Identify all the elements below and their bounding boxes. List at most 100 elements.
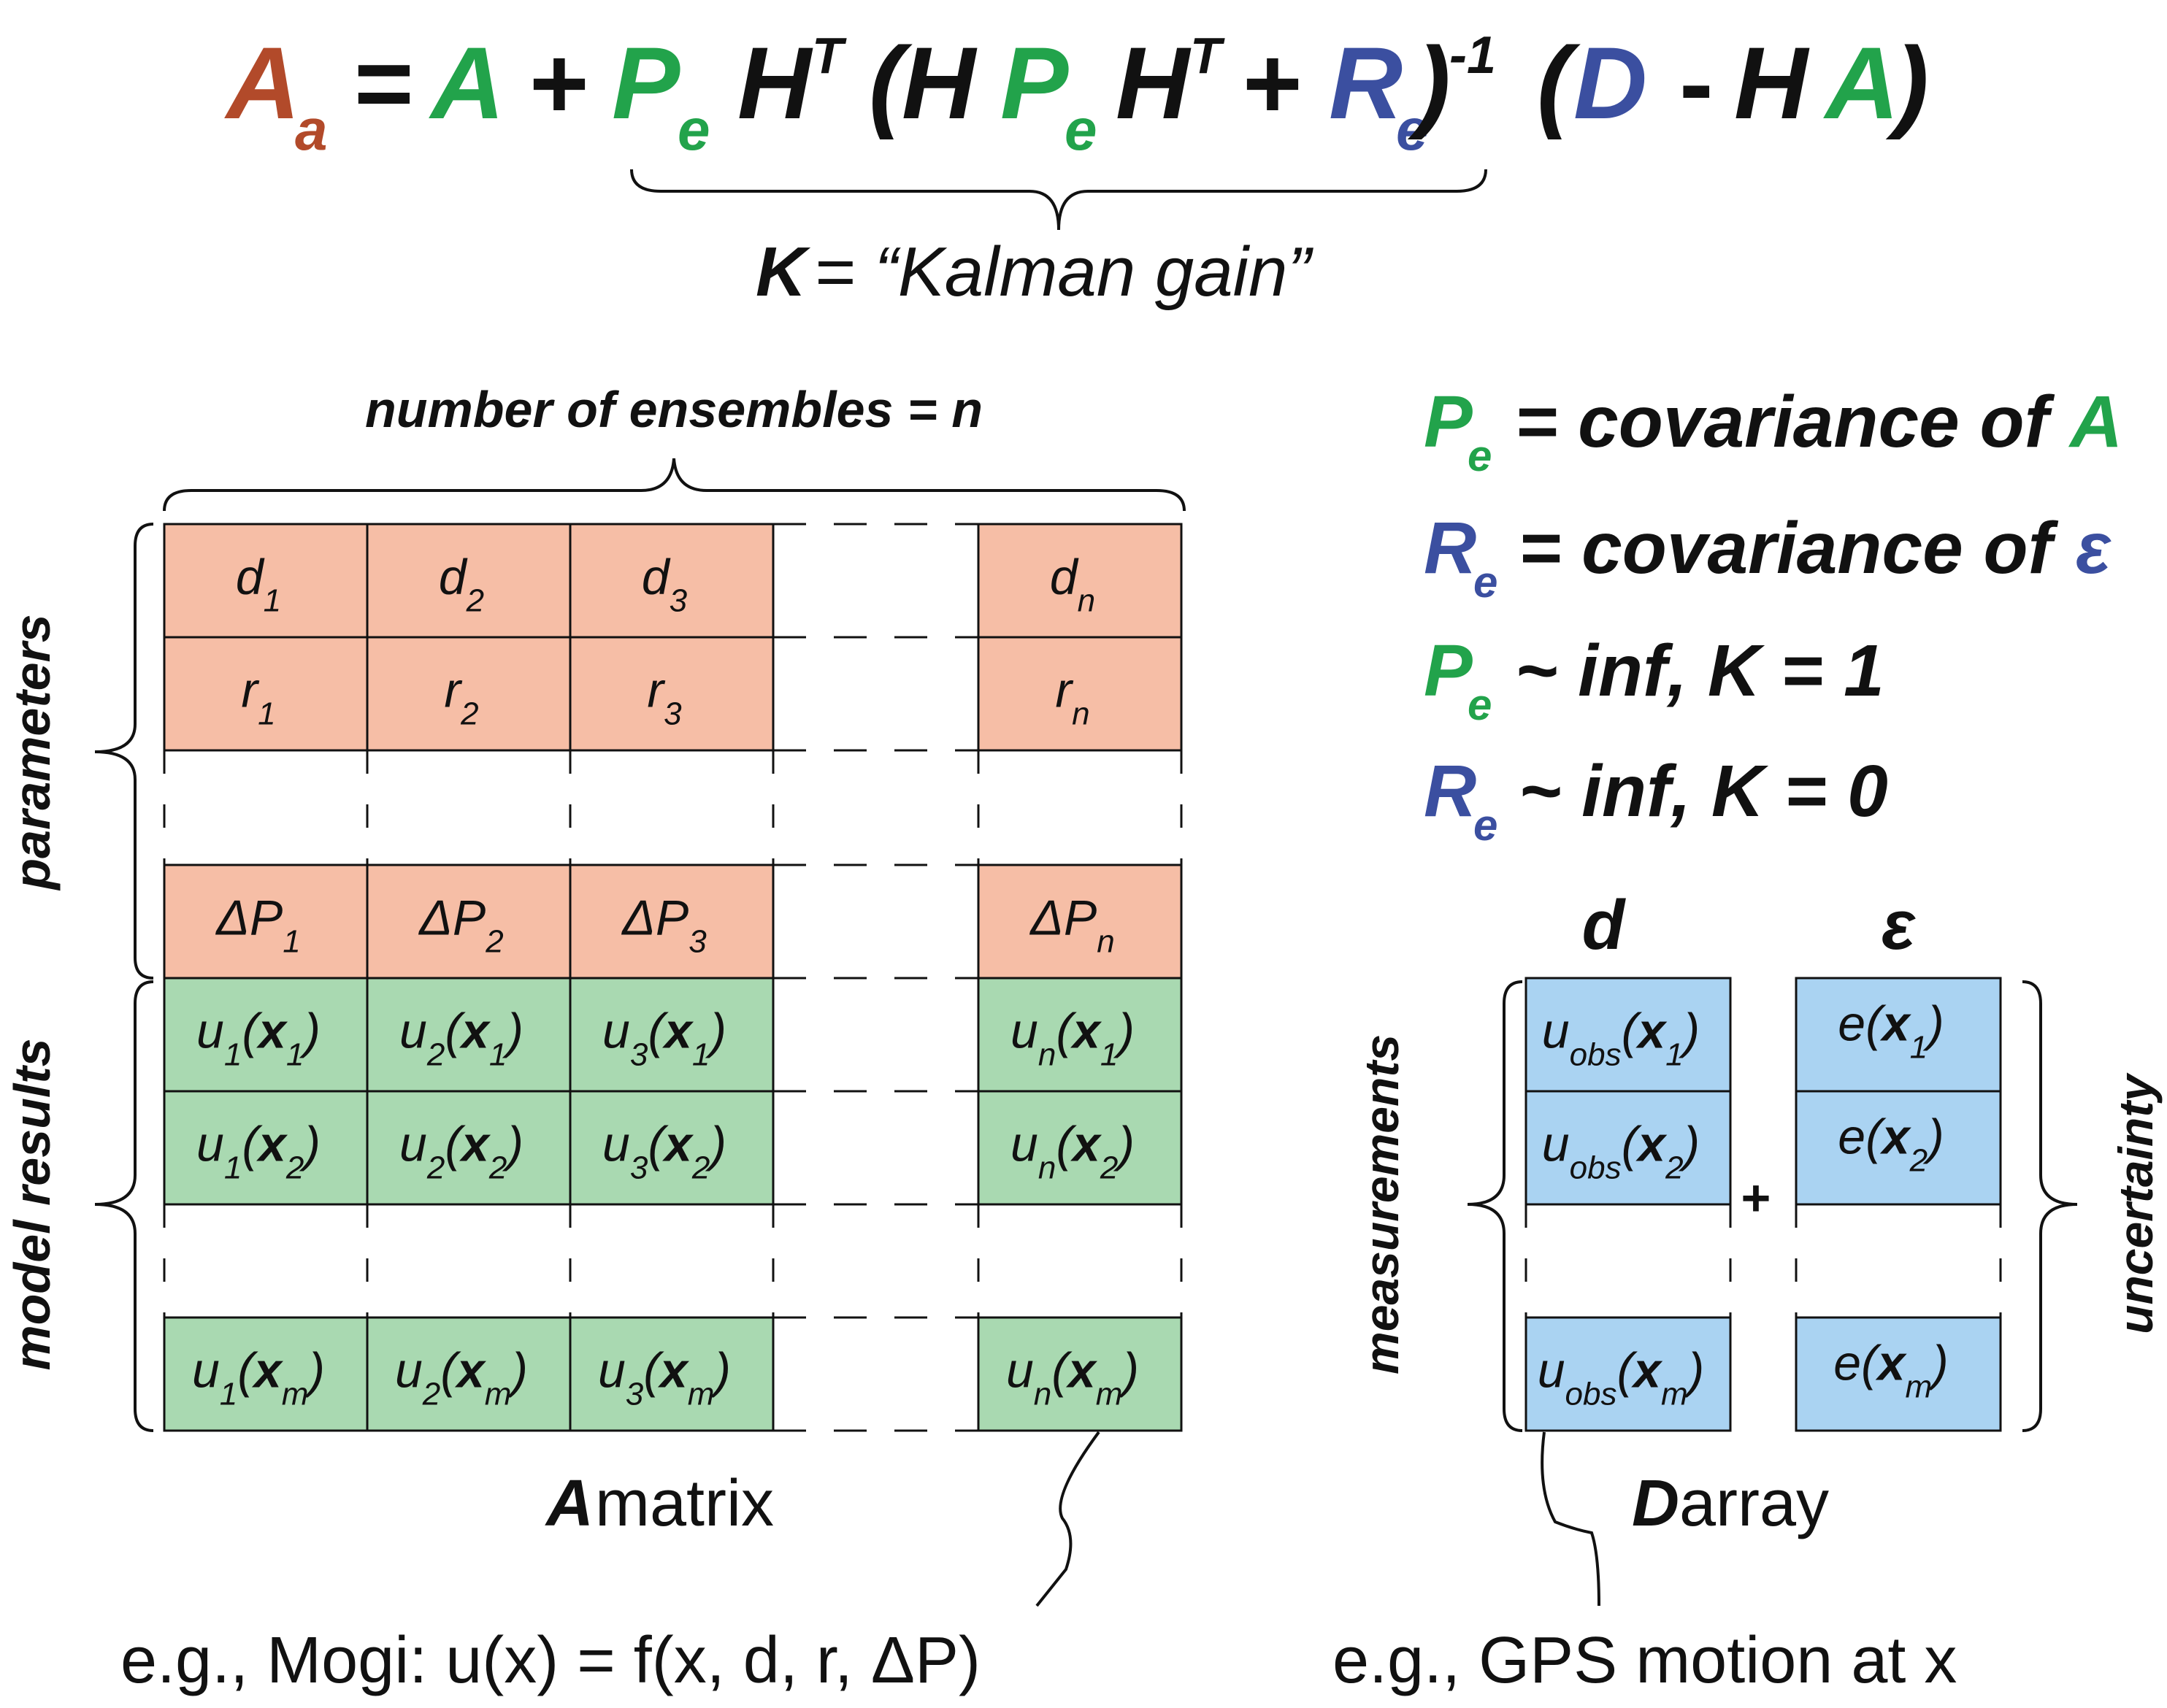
parameters-brace [94,523,154,980]
legend-2-sub: e [1473,558,1497,607]
kalman-gain-label: K = “Kalman gain” [756,233,1313,311]
eq-lhs-sub: a [295,97,328,162]
model-results-brace [94,980,154,1432]
d-plus: + [1741,1169,1771,1226]
d-example-connector [1541,1431,1600,1607]
a-cell-label: r1 [241,663,275,732]
legend-4-sym: R [1424,750,1476,832]
a-cell-label: rn [1055,663,1089,732]
a-cell-label: u1(xm) [192,1343,325,1412]
a-cell-label: dn [1050,550,1095,619]
eq-pe-1: P [612,26,680,140]
kalman-text: = “Kalman gain” [814,233,1313,311]
legend-4-text: ~ inf, K = 0 [1519,750,1888,832]
a-cell [366,636,572,752]
a-cell-label: d1 [236,550,281,619]
a-cell [977,1090,1183,1206]
d-obs-cell [1524,977,1732,1093]
d-header: d [1582,886,1627,964]
a-cell [569,863,775,980]
a-matrix-caption: A matrix [545,1467,774,1540]
eq-pe-1-sub: e [678,97,710,162]
kalman-update-equation: A a = A + P e H T ( H P e H T + R e ) -1… [224,26,1929,162]
a-cell [366,1090,572,1206]
a-cell [977,1316,1183,1432]
d-array: uobs(x1) e(x1)uobs(x2) e(x2)uobs(xm) e(xm) [1524,977,2002,1432]
a-cell-label: u3(xm) [598,1343,731,1412]
eq-a-2: A [1823,26,1899,140]
a-matrix: d1 d2 d3 dn r1 r2 r3 rn ΔP1 ΔP2 ΔP3 ΔPn u1(x1) u2(x1)… [163,523,1183,1432]
a-caption-rest: matrix [595,1467,774,1540]
eq-h-3: H [1116,26,1192,140]
d-example-text: e.g., GPS motion at x [1332,1624,1957,1697]
kalman-k: K [756,233,811,311]
eq-d: D [1573,26,1647,140]
a-cell-label: u3(x2) [602,1117,726,1186]
a-cell-label: un(x2) [1010,1117,1135,1186]
a-cell-label: ΔPn [1029,890,1114,960]
a-cell-label: u2(x2) [399,1117,523,1186]
eq-pe-2: P [1000,26,1069,140]
legend-3-sub: e [1468,680,1492,729]
measurements-brace [1467,980,1523,1432]
a-cell [163,863,369,980]
eq-inverse-sup: -1 [1449,26,1496,85]
uncertainty-brace [2022,980,2078,1432]
eq-h-1: H [737,26,813,140]
eps-header: ε [1882,886,1916,964]
eq-plus-1: + [529,26,589,140]
legend-1-sym: P [1424,381,1473,463]
legend-1-text: = covariance of [1515,381,2055,463]
d-obs-cell [1524,1090,1732,1206]
legend-2-sym: R [1424,507,1476,589]
a-cell [366,523,572,639]
eq-plus-2: + [1243,26,1303,140]
a-cell-label: d3 [642,550,688,619]
a-cell [163,523,369,639]
eps-cell [1795,1316,2002,1432]
d-obs-cell [1524,1316,1732,1432]
eq-lhs: A [224,26,300,140]
kalman-gain-brace [630,169,1487,231]
d-obs-label: uobs(xm) [1538,1343,1705,1412]
a-cell-label: d2 [439,550,484,619]
a-cell-label: u2(x1) [399,1004,523,1073]
a-example-connector [1035,1431,1100,1607]
a-cell-label: r2 [444,663,478,732]
legend-1-sub: e [1468,431,1492,480]
a-cell-label: u2(xm) [395,1343,528,1412]
d-obs-label: uobs(x2) [1542,1117,1700,1186]
a-cell [163,636,369,752]
a-cell [163,1316,369,1432]
a-cell [977,523,1183,639]
a-cell-label: ΔP3 [621,890,707,960]
uncertainty-label: uncertainty [2109,1072,2163,1334]
a-cell [163,977,369,1093]
legend-3-sym: P [1424,630,1473,712]
eq-a: A [429,26,505,140]
measurements-label: measurements [1354,1034,1408,1374]
a-example-text: e.g., Mogi: u(x) = f(x, d, r, ΔP) [120,1624,981,1697]
legend-3-text: ~ inf, K = 1 [1515,630,1884,712]
eq-h-1-sup: T [812,27,847,84]
eq-equals: = [354,26,414,140]
d-caption-rest: array [1679,1467,1829,1540]
a-caption-bold: A [545,1467,594,1540]
d-caption-bold: D [1632,1467,1679,1540]
a-cell [569,1090,775,1206]
a-cell-label: u1(x1) [196,1004,321,1073]
eq-h-2: H [902,26,978,140]
eq-re: R [1329,26,1403,140]
a-cell [569,977,775,1093]
legend-2-text: = covariance of [1519,507,2059,589]
eq-re-sub: e [1396,97,1429,162]
parameters-label: parameters [4,614,61,890]
a-cell [569,523,775,639]
legend: P e = covariance of A R e = covariance o… [1424,381,2122,850]
ensembles-label: number of ensembles = n [365,381,983,438]
a-cell [977,863,1183,980]
ensembles-brace [163,458,1186,512]
a-cell-label: ΔP1 [215,890,300,960]
a-cell-label: r3 [647,663,682,732]
